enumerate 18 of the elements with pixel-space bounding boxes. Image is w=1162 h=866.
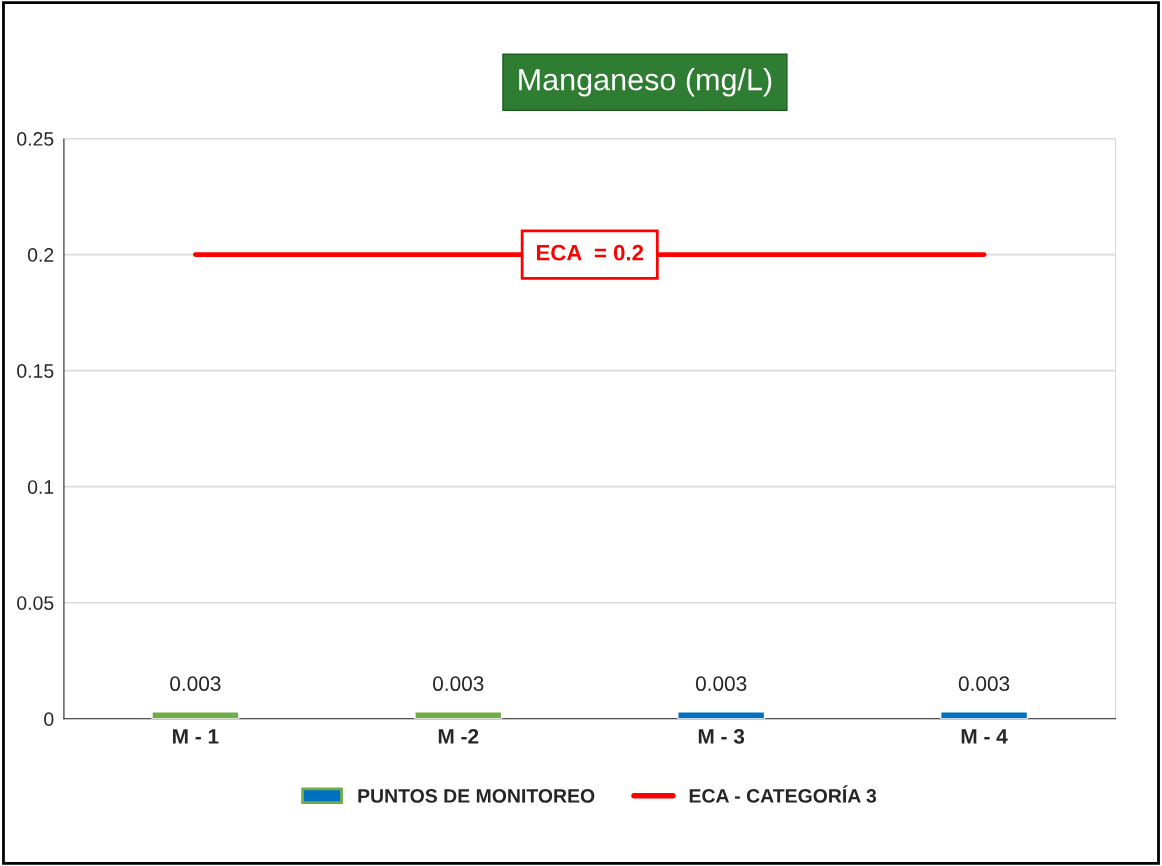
legend-label: PUNTOS DE MONITOREO [358, 789, 595, 803]
y-tick-label: 0.1 [27, 480, 54, 494]
data-label: 0.003 [958, 676, 1010, 692]
chart-title: Manganeso (mg/L) [519, 68, 772, 97]
data-label: 0.003 [170, 676, 221, 692]
y-tick-label: 0 [44, 712, 54, 727]
data-label: 0.003 [433, 676, 484, 692]
x-tick-label: M - 4 [961, 729, 1008, 744]
x-tick-label: M - 1 [173, 729, 219, 744]
legend-label: ECA - CATEGORÍA 3 [689, 785, 877, 803]
annotation: ECA = 0.2 [536, 244, 644, 261]
y-tick-label: 0.15 [17, 364, 54, 378]
x-tick-label: M - 3 [698, 729, 745, 744]
x-tick-label: M -2 [438, 729, 479, 744]
data-label: 0.003 [695, 676, 747, 692]
y-tick-label: 0.25 [17, 132, 54, 146]
y-tick-label: 0.2 [27, 248, 54, 262]
y-tick-label: 0.05 [17, 596, 54, 610]
